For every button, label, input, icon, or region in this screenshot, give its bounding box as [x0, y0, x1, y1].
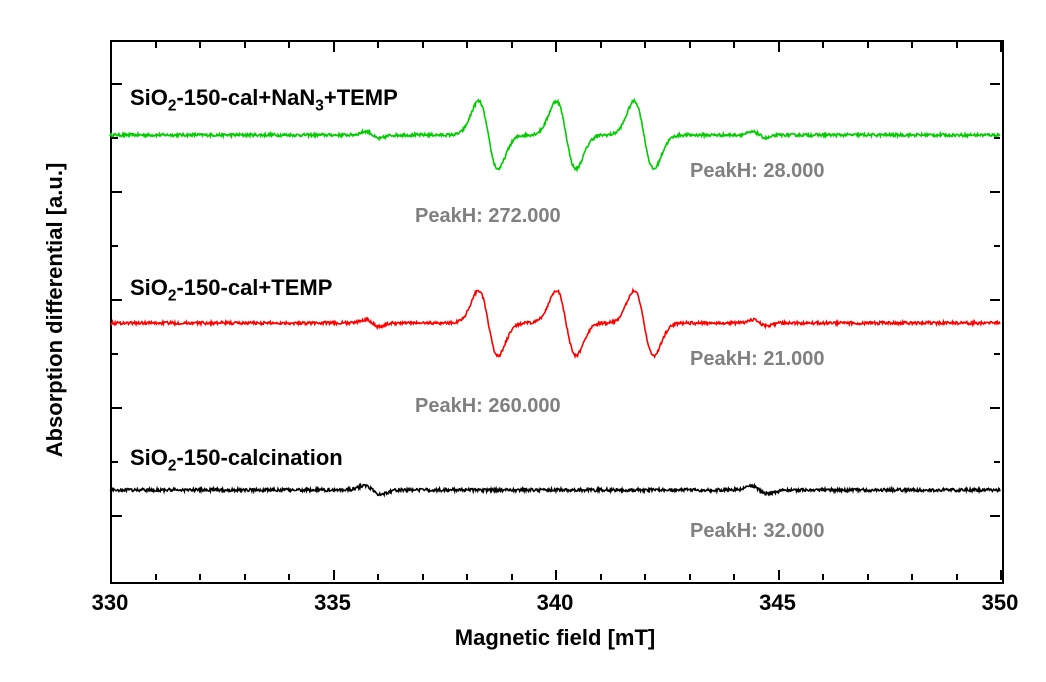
x-tick: [1000, 42, 1002, 52]
x-tick-label: 350: [982, 590, 1019, 616]
x-tick-label: 335: [314, 590, 351, 616]
x-tick-label: 345: [759, 590, 796, 616]
y-axis-label: Absorption differential [a.u.]: [42, 163, 68, 458]
x-tick-label: 330: [92, 590, 129, 616]
trace-sio2-150-calcination: [110, 40, 1000, 580]
x-tick-label: 340: [537, 590, 574, 616]
x-axis-label: Magnetic field [mT]: [455, 625, 655, 651]
figure-root: Absorption differential [a.u.] Magnetic …: [0, 0, 1046, 682]
x-tick: [1000, 570, 1002, 580]
